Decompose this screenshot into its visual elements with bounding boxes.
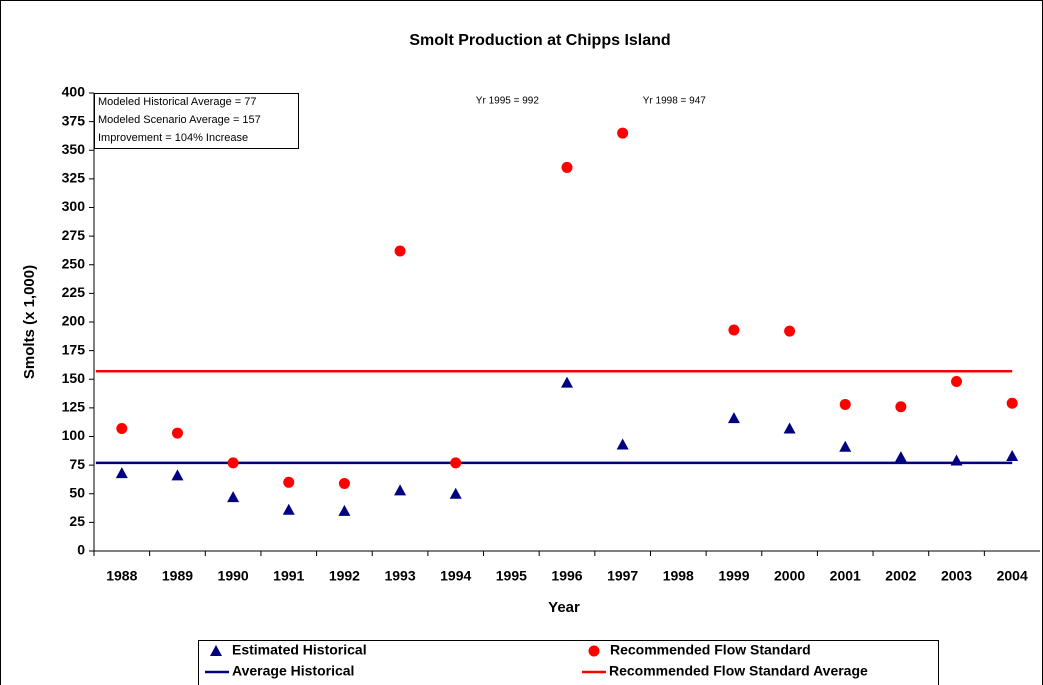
info-text: Modeled Scenario Average = 157: [98, 114, 261, 126]
data-point: [450, 457, 462, 469]
data-point: [449, 487, 462, 499]
x-tick-label: 1991: [273, 568, 304, 584]
data-point: [1006, 449, 1019, 461]
y-tick-label: 250: [62, 255, 86, 271]
annotation: Yr 1998 = 947: [643, 96, 707, 107]
x-tick-label: 1997: [607, 568, 638, 584]
y-tick-label: 275: [62, 227, 86, 243]
y-tick-label: 400: [62, 84, 86, 100]
data-point: [282, 503, 295, 515]
y-tick-label: 175: [62, 341, 86, 357]
info-text: Improvement = 104% Increase: [98, 132, 248, 144]
chart-title: Smolt Production at Chipps Island: [409, 32, 670, 49]
data-point: [561, 376, 573, 388]
data-point: [950, 454, 963, 466]
x-tick-label: 2000: [774, 568, 805, 584]
data-point: [616, 438, 629, 450]
x-tick-label: 1989: [162, 568, 193, 584]
x-tick-label: 1996: [551, 568, 582, 584]
data-point: [951, 376, 963, 388]
x-tick-label: 1993: [384, 568, 415, 584]
annotation: Yr 1995 = 992: [476, 96, 540, 107]
x-tick-label: 2003: [941, 568, 972, 584]
y-tick-label: 125: [62, 399, 86, 415]
legend-marker: [210, 645, 222, 656]
data-point: [227, 457, 239, 469]
data-point: [895, 401, 907, 413]
x-tick-label: 1999: [718, 568, 749, 584]
data-point: [617, 127, 629, 139]
data-point: [171, 469, 184, 481]
x-tick-label: 2001: [830, 568, 861, 584]
y-tick-label: 375: [62, 112, 86, 128]
data-point: [839, 398, 851, 410]
y-tick-label: 0: [77, 542, 85, 558]
data-point: [561, 161, 573, 173]
data-point: [727, 412, 740, 424]
data-point: [338, 477, 350, 489]
y-tick-label: 25: [69, 513, 85, 529]
data-point: [839, 440, 852, 452]
x-axis-label: Year: [548, 599, 580, 616]
data-point: [728, 324, 740, 336]
data-point: [115, 467, 128, 479]
y-tick-label: 50: [69, 484, 85, 500]
legend-marker: [588, 645, 600, 657]
info-text: Modeled Historical Average = 77: [98, 96, 256, 108]
x-tick-label: 1994: [440, 568, 471, 584]
x-tick-label: 1995: [496, 568, 527, 584]
x-tick-label: 1992: [329, 568, 360, 584]
data-point: [1006, 397, 1018, 409]
legend-label: Recommended Flow Standard: [610, 642, 811, 658]
data-point: [784, 325, 796, 337]
y-tick-label: 325: [62, 170, 86, 186]
x-tick-label: 2002: [885, 568, 916, 584]
y-tick-label: 200: [62, 313, 86, 329]
x-tick-label: 2004: [997, 568, 1028, 584]
data-point: [894, 451, 907, 463]
data-point: [394, 245, 406, 257]
data-point: [116, 422, 128, 434]
info-box: [94, 93, 299, 149]
data-point: [227, 491, 240, 503]
y-tick-label: 225: [62, 284, 86, 300]
legend: [198, 640, 939, 685]
y-tick-label: 75: [69, 456, 85, 472]
legend-label: Recommended Flow Standard Average: [609, 663, 868, 679]
y-tick-label: 350: [62, 141, 86, 157]
y-tick-label: 300: [62, 198, 86, 214]
data-point: [394, 484, 407, 496]
data-point: [338, 504, 351, 516]
data-point: [283, 476, 295, 488]
y-tick-label: 100: [62, 427, 86, 443]
legend-label: Estimated Historical: [232, 642, 367, 658]
y-tick-label: 150: [62, 370, 86, 386]
x-tick-label: 1990: [218, 568, 249, 584]
x-tick-label: 1998: [663, 568, 694, 584]
data-point: [171, 427, 183, 439]
data-point: [783, 422, 796, 434]
x-tick-label: 1988: [106, 568, 137, 584]
legend-label: Average Historical: [232, 663, 354, 679]
y-axis-label: Smolts (x 1,000): [21, 265, 38, 379]
